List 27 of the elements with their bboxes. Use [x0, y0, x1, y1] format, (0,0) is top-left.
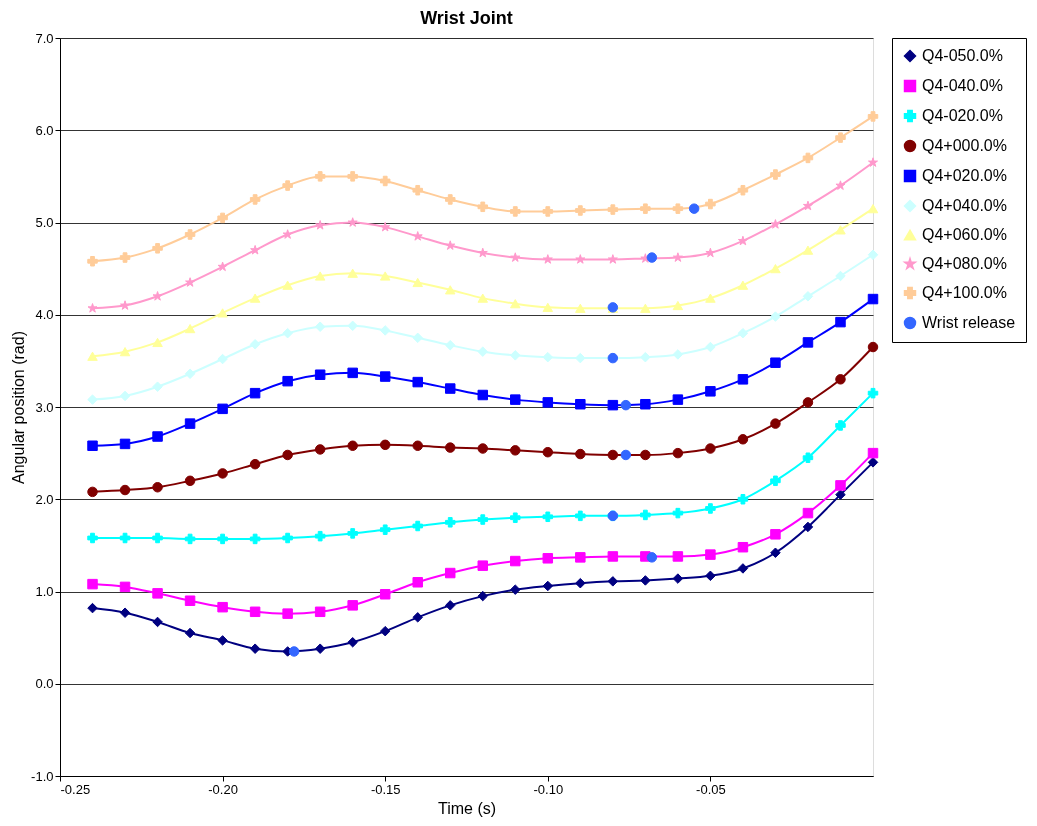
legend-label: Q4+100.0%: [922, 284, 1007, 301]
x-axis-title: Time (s): [437, 799, 497, 817]
y-tick-label: 4.0: [35, 307, 54, 323]
y-tick-label: -1.0: [31, 768, 54, 784]
legend-label: Q4+000.0%: [922, 137, 1007, 154]
legend-label: Q4+080.0%: [922, 255, 1007, 272]
x-tick-label: -0.25: [60, 781, 91, 797]
legend-label: Q4-040.0%: [922, 77, 1003, 94]
y-tick-label: 2.0: [35, 491, 54, 507]
x-tick-label: -0.20: [208, 781, 238, 797]
legend-label: Q4+060.0%: [922, 226, 1007, 243]
x-tick-label: -0.10: [533, 781, 564, 797]
x-tick-label: -0.05: [696, 781, 726, 797]
chart-title: Wrist Joint: [420, 8, 513, 28]
y-axis-title: Angular position (rad): [10, 331, 28, 484]
legend-label: Q4+020.0%: [922, 167, 1007, 184]
y-tick-label: 0.0: [35, 676, 54, 692]
y-tick-label: 5.0: [35, 215, 54, 230]
x-tick-label: -0.15: [370, 781, 401, 797]
legend-label: Q4+040.0%: [922, 197, 1007, 214]
y-tick-label: 7.0: [35, 30, 54, 46]
legend-label: Wrist release: [922, 314, 1016, 331]
legend-label: Q4-050.0%: [922, 47, 1003, 64]
y-tick-label: 3.0: [35, 399, 54, 415]
legend-label: Q4-020.0%: [922, 107, 1003, 124]
y-tick-label: 1.0: [35, 584, 54, 599]
y-tick-label: 6.0: [35, 122, 54, 138]
